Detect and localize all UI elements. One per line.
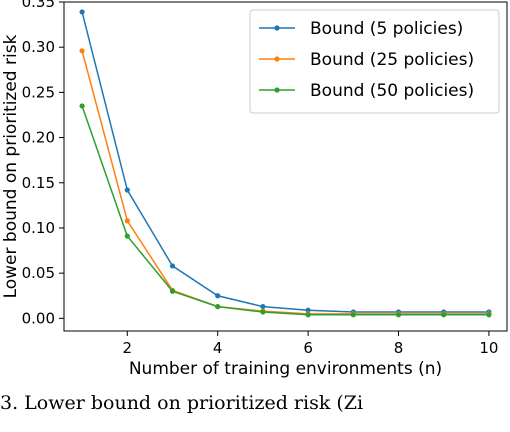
series-layer: [79, 9, 492, 318]
y-tick-label: 0.15: [22, 174, 55, 192]
y-tick-label: 0.25: [22, 83, 55, 101]
data-point: [215, 303, 221, 310]
legend-box: [249, 9, 500, 114]
data-point: [79, 48, 85, 54]
data-point: [305, 307, 311, 313]
y-tick-label: 0.10: [22, 219, 55, 237]
data-point: [124, 187, 130, 193]
legend: Bound (5 policies) Bound (25 policies) Bou…: [249, 9, 500, 114]
x-tick-label: 4: [213, 339, 223, 357]
data-point: [79, 9, 85, 15]
data-point: [486, 312, 492, 318]
data-point: [124, 218, 130, 224]
series-line: [81, 50, 489, 315]
x-axis-ticks: 2 4 6 8 10: [123, 331, 498, 357]
data-point: [79, 103, 85, 109]
data-point: [169, 263, 176, 269]
legend-label: Bound (5 policies): [310, 19, 463, 39]
data-point: [260, 309, 266, 315]
legend-marker: [274, 25, 280, 31]
legend-label: Bound (50 policies): [310, 81, 474, 101]
data-point: [305, 312, 311, 318]
x-tick-label: 8: [394, 339, 404, 357]
data-point: [350, 312, 356, 318]
plot-area: [63, 1, 508, 332]
data-point: [124, 233, 130, 239]
legend-item: Bound (5 policies): [259, 19, 463, 39]
x-tick-label: 2: [123, 339, 133, 357]
data-point: [169, 288, 176, 294]
x-tick-label: 10: [479, 339, 498, 357]
y-tick-label: 0.05: [22, 264, 55, 282]
legend-marker: [274, 87, 280, 93]
plot-frame: [63, 1, 508, 332]
series-line: [81, 105, 489, 316]
y-tick-label: 0.35: [22, 0, 55, 11]
y-tick-label: 0.30: [22, 38, 55, 56]
x-tick-label: 6: [303, 339, 313, 357]
y-tick-label: 0.20: [22, 129, 55, 147]
x-axis-label: Number of training environments (n): [129, 359, 442, 379]
y-axis-ticks: 0.00 0.05 0.10 0.15 0.20 0.25 0.30 0.35: [22, 0, 64, 327]
data-point: [260, 303, 266, 310]
legend-item: Bound (25 policies): [259, 50, 474, 70]
legend-label: Bound (25 policies): [310, 50, 474, 70]
legend-item: Bound (50 policies): [259, 81, 474, 101]
series-3: [79, 103, 492, 318]
legend-marker: [274, 56, 280, 62]
y-tick-label: 0.00: [22, 309, 55, 327]
data-point: [441, 312, 447, 318]
y-axis-label: Lower bound on prioritized risk: [1, 34, 21, 298]
data-point: [395, 312, 402, 318]
line-chart: 2 4 6 8 10 0.000.050.100.150.200.250.300.35 …: [1, 0, 508, 379]
figure-caption: 3. Lower bound on prioritized risk (Zi: [0, 392, 364, 414]
data-point: [215, 293, 221, 299]
series-line: [81, 11, 489, 313]
